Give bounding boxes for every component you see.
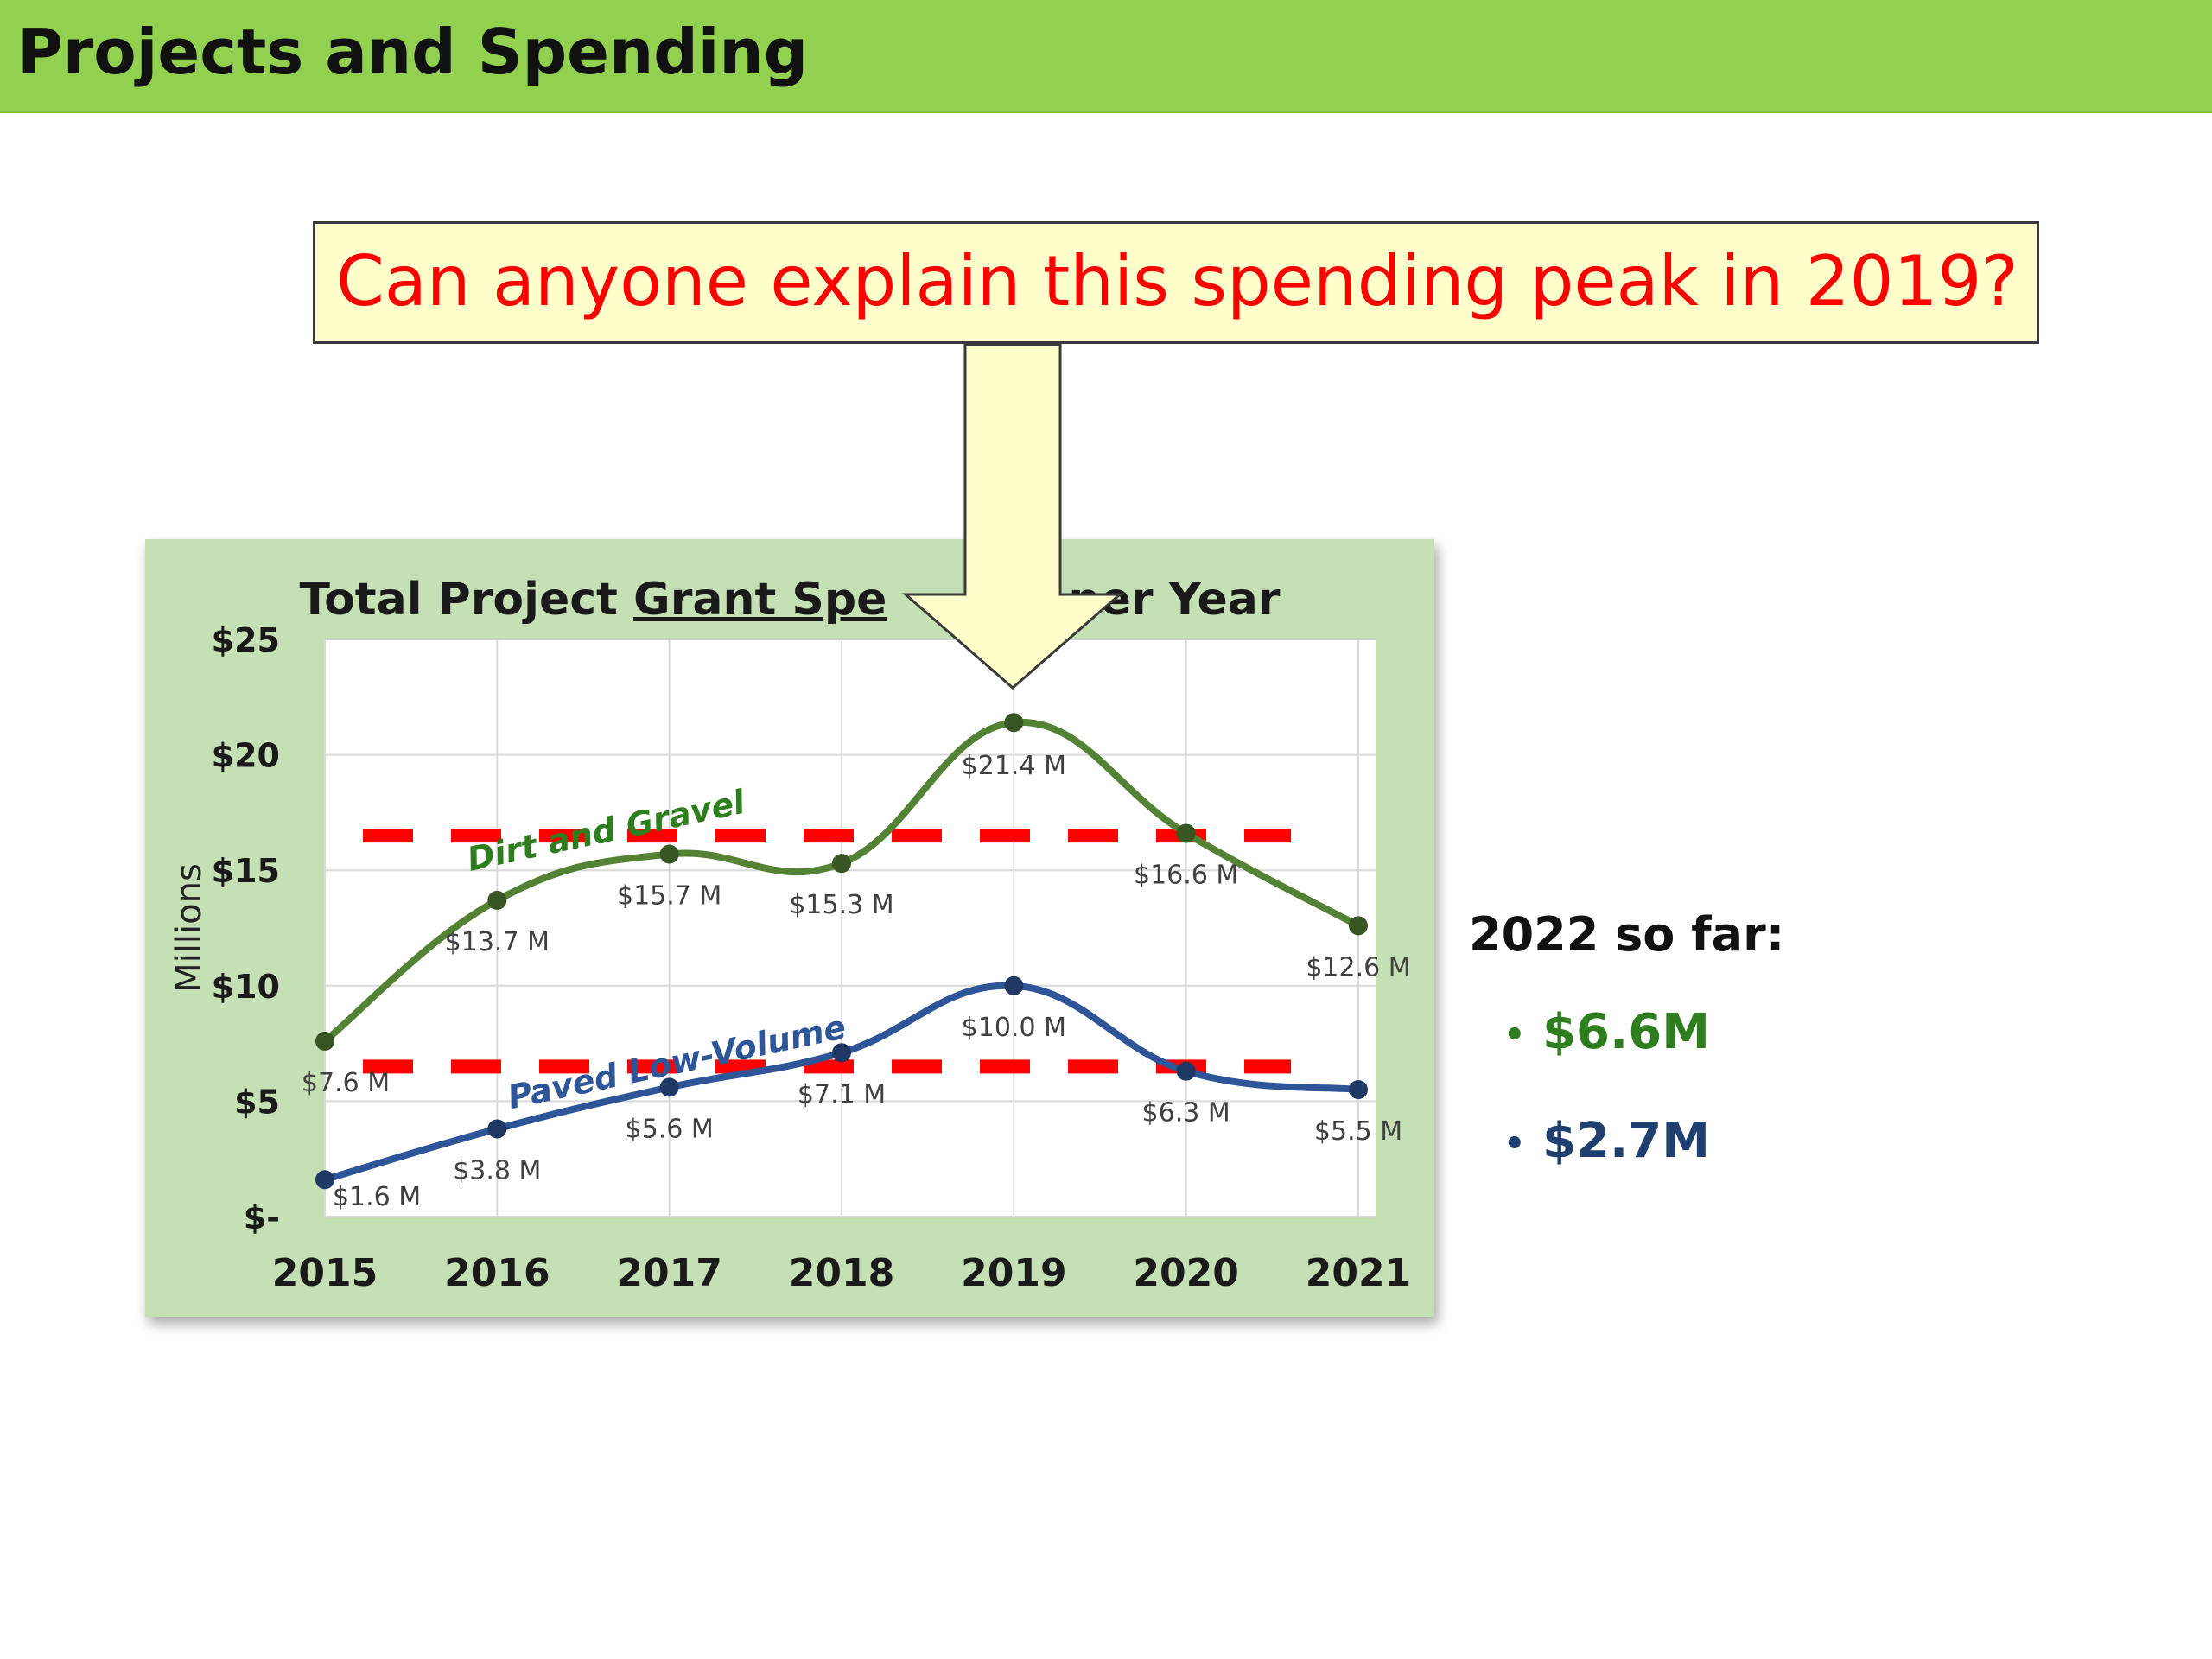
data-point — [659, 844, 679, 864]
data-point — [659, 1077, 679, 1097]
ytd-dirt-gravel: • $6.6M — [1503, 1004, 1710, 1060]
chart-title-part-2: Grant Spe — [633, 574, 887, 626]
data-point — [832, 854, 851, 874]
data-label: $15.7 M — [617, 880, 721, 911]
chart-panel: Total Project Grant Spe per Year $- $5 $10 $… — [145, 539, 1434, 1317]
data-label: $21.4 M — [962, 751, 1066, 781]
data-point — [487, 1119, 507, 1139]
data-label: $6.3 M — [1142, 1098, 1230, 1128]
ytd-summary: 2022 so far: — [1469, 907, 1987, 962]
x-tick-label: 2018 — [789, 1251, 894, 1295]
data-label: $7.1 M — [798, 1079, 886, 1109]
x-tick-label: 2017 — [616, 1251, 721, 1295]
data-label: $15.3 M — [789, 890, 893, 920]
data-point — [1176, 823, 1196, 843]
data-label: $7.6 M — [302, 1068, 390, 1098]
page-title: Projects and Spending — [17, 16, 809, 88]
y-tick-label: $15 — [212, 852, 280, 890]
data-point — [315, 1170, 334, 1190]
data-point — [315, 1031, 334, 1051]
ytd-dirt-gravel-value: $6.6M — [1542, 1004, 1710, 1060]
data-point — [1176, 1061, 1196, 1081]
data-point — [832, 1043, 851, 1063]
ytd-title: 2022 so far: — [1469, 907, 1785, 962]
x-tick-label: 2019 — [961, 1251, 1066, 1295]
ytd-paved: • $2.7M — [1503, 1113, 1710, 1169]
data-label: $5.5 M — [1314, 1116, 1402, 1147]
callout-text: Can anyone explain this spending peak in… — [336, 241, 2018, 321]
line-chart: $- $5 $10 $15 $20 $25 Millions 2015 2016 2017 2018… — [169, 621, 1411, 1295]
chart-title-part-1: Total Project — [299, 574, 634, 626]
callout-box: Can anyone explain this spending peak in… — [313, 221, 2039, 344]
y-tick-label: $- — [244, 1198, 280, 1236]
y-axis-label: Millions — [169, 863, 209, 993]
x-tick-label: 2021 — [1306, 1251, 1411, 1295]
data-point — [487, 890, 507, 910]
y-tick-label: $10 — [212, 968, 280, 1006]
data-label: $12.6 M — [1306, 952, 1410, 982]
data-point — [1349, 916, 1368, 936]
data-label: $5.6 M — [626, 1114, 714, 1144]
x-tick-label: 2015 — [272, 1251, 378, 1295]
bullet-icon: • — [1503, 1014, 1526, 1055]
data-point — [1004, 976, 1024, 995]
header-bar: Projects and Spending — [0, 0, 2212, 113]
y-tick-label: $5 — [234, 1083, 280, 1121]
x-tick-label: 2016 — [444, 1251, 550, 1295]
y-tick-label: $25 — [212, 621, 280, 659]
y-tick-label: $20 — [212, 737, 280, 775]
data-label: $10.0 M — [962, 1013, 1066, 1043]
data-label: $3.8 M — [453, 1155, 541, 1185]
bullet-icon: • — [1503, 1123, 1526, 1164]
ytd-paved-value: $2.7M — [1542, 1113, 1710, 1169]
data-label: $13.7 M — [445, 927, 550, 957]
data-point — [1349, 1080, 1368, 1100]
data-point — [1004, 713, 1024, 733]
data-label: $16.6 M — [1134, 860, 1238, 890]
x-tick-label: 2020 — [1133, 1251, 1238, 1295]
data-label: $1.6 M — [333, 1182, 421, 1212]
